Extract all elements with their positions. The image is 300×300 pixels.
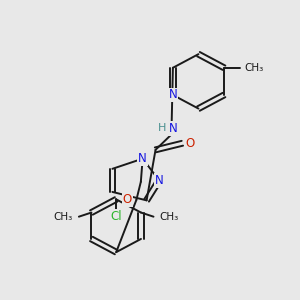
Text: N: N bbox=[169, 122, 178, 135]
Text: H: H bbox=[158, 123, 166, 134]
Text: CH₃: CH₃ bbox=[160, 212, 179, 222]
Text: N: N bbox=[169, 88, 177, 101]
Text: N: N bbox=[155, 174, 164, 187]
Text: O: O bbox=[185, 137, 194, 150]
Text: Cl: Cl bbox=[110, 210, 122, 223]
Text: CH₃: CH₃ bbox=[244, 63, 264, 73]
Text: CH₃: CH₃ bbox=[53, 212, 73, 222]
Text: O: O bbox=[123, 194, 132, 206]
Text: N: N bbox=[138, 152, 147, 165]
